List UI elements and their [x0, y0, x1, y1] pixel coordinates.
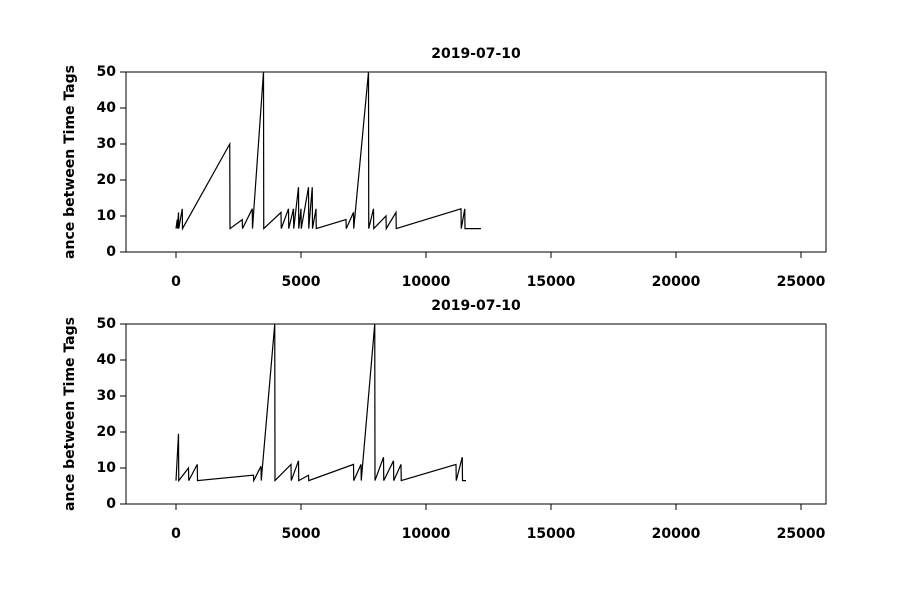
y-tick-label: 40	[97, 352, 117, 368]
chart-title: 2019-07-10	[431, 46, 521, 62]
y-tick-label: 50	[97, 316, 117, 332]
y-tick-label: 20	[97, 424, 117, 440]
y-tick-label: 40	[97, 100, 117, 116]
x-tick-label: 15000	[527, 274, 576, 290]
y-tick-label: 0	[106, 244, 116, 260]
x-tick-label: 5000	[282, 274, 321, 290]
y-axis-label: ance between Time Tags	[62, 65, 78, 259]
y-tick-label: 30	[97, 136, 117, 152]
data-line	[175, 72, 481, 231]
x-tick-label: 20000	[652, 526, 701, 542]
chart-title: 2019-07-10	[431, 298, 521, 314]
y-tick-label: 10	[97, 460, 117, 476]
y-tick-label: 50	[97, 64, 117, 80]
x-tick-label: 10000	[402, 526, 451, 542]
y-tick-label: 20	[97, 172, 117, 188]
x-tick-label: 15000	[527, 526, 576, 542]
plot-frame	[125, 323, 827, 505]
x-tick-label: 20000	[652, 274, 701, 290]
y-tick-label: 30	[97, 388, 117, 404]
x-tick-label: 0	[171, 526, 181, 542]
x-tick-label: 5000	[282, 526, 321, 542]
x-tick-label: 0	[171, 274, 181, 290]
x-tick-label: 25000	[777, 526, 826, 542]
x-tick-label: 25000	[777, 274, 826, 290]
y-axis-label: ance between Time Tags	[62, 317, 78, 511]
plot-frame	[125, 71, 827, 253]
data-line	[175, 324, 466, 483]
y-tick-label: 10	[97, 208, 117, 224]
x-tick-label: 10000	[402, 274, 451, 290]
y-tick-label: 0	[106, 496, 116, 512]
